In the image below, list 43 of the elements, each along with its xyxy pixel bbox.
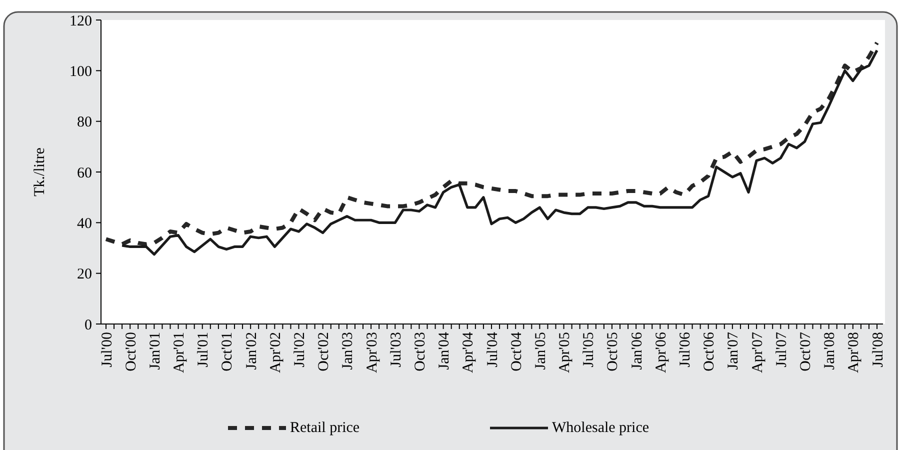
y-tick-label: 80 xyxy=(77,114,92,131)
x-tick-label: Jul'06 xyxy=(678,332,694,368)
y-tick-label: 120 xyxy=(70,13,92,30)
x-tick-label: Apr'05 xyxy=(557,332,574,374)
x-tick-label: Jan'03 xyxy=(340,332,356,370)
legend-label: Wholesale price xyxy=(552,420,650,436)
x-tick-label: Oct'04 xyxy=(508,332,525,372)
x-tick-label: Jul'01 xyxy=(196,332,212,368)
x-tick-label: Oct'03 xyxy=(412,332,428,372)
y-tick-label: 60 xyxy=(77,165,92,182)
x-tick-label: Jan'04 xyxy=(436,332,453,370)
x-tick-label: Apr'01 xyxy=(172,332,188,374)
x-tick-label: Jul'02 xyxy=(292,332,308,368)
x-tick-label: Jul'05 xyxy=(581,332,598,368)
x-tick-label: Oct'05 xyxy=(605,332,622,372)
x-tick-label: Jul'07 xyxy=(774,332,790,368)
x-tick-label: Apr'06 xyxy=(653,332,670,374)
y-tick-label: 20 xyxy=(77,266,92,283)
x-tick-label: Jan'05 xyxy=(532,332,549,370)
x-tick-label: Jul'03 xyxy=(388,332,404,368)
x-tick-label: Apr'08 xyxy=(846,332,862,374)
x-tick-label: Oct'02 xyxy=(316,332,332,372)
x-tick-label: Jul'08 xyxy=(870,332,886,368)
y-tick-label: 0 xyxy=(84,317,92,334)
x-tick-label: Oct'01 xyxy=(220,332,236,372)
y-tick-label: 40 xyxy=(77,216,92,232)
x-tick-label: Apr'03 xyxy=(364,332,380,374)
x-tick-label: Jan'06 xyxy=(629,332,646,370)
x-tick-label: Jan'07 xyxy=(726,332,742,370)
legend-label: Retail price xyxy=(290,420,360,436)
x-tick-label: Apr'02 xyxy=(268,332,284,374)
x-tick-label: Jan'02 xyxy=(244,332,260,370)
x-tick-label: Oct'00 xyxy=(123,332,140,372)
x-tick-label: Jul'00 xyxy=(99,332,116,368)
x-tick-label: Jan'08 xyxy=(822,332,838,370)
x-tick-label: Jul'04 xyxy=(484,332,501,368)
x-tick-label: Oct'07 xyxy=(798,332,814,372)
x-tick-label: Oct'06 xyxy=(702,332,718,372)
x-tick-label: Jan'01 xyxy=(147,332,164,370)
x-tick-label: Apr'07 xyxy=(750,332,766,374)
x-tick-label: Apr'04 xyxy=(460,332,477,374)
y-axis-title: Tk./litre xyxy=(32,147,48,196)
y-tick-label: 100 xyxy=(70,64,92,80)
